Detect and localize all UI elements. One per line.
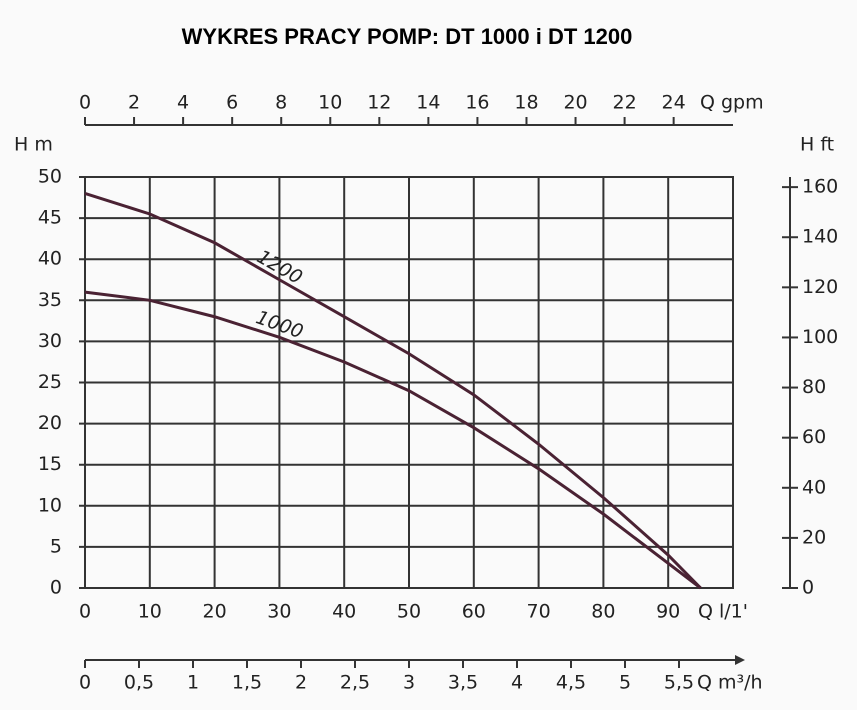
y2-tick-label: 60 — [802, 426, 826, 448]
x2-tick-label: 0 — [79, 92, 91, 114]
x2-tick-label: 18 — [514, 92, 538, 114]
x-tick-label: 50 — [397, 601, 421, 623]
x2-tick-label: 14 — [416, 92, 440, 114]
x2-tick-label: 10 — [318, 92, 342, 114]
curve — [84, 290, 702, 590]
y2-tick-label: 100 — [802, 326, 838, 348]
x3-tick-label: 0,5 — [124, 672, 154, 694]
x3-tick-label: 2,5 — [340, 672, 370, 694]
axis-arrow — [735, 655, 745, 665]
y2-tick-label: 20 — [802, 526, 826, 548]
x2-tick-label: 24 — [662, 92, 686, 114]
x-tick-label: 60 — [462, 601, 486, 623]
y2-tick-label: 160 — [802, 176, 838, 198]
x2-tick-label: 16 — [465, 92, 489, 114]
y-axis-label: H m — [14, 134, 53, 156]
x-tick-label: 20 — [203, 601, 227, 623]
y-tick-label: 5 — [50, 535, 62, 557]
x3-tick-label: 3,5 — [448, 672, 478, 694]
curve — [84, 192, 702, 590]
x3-tick-label: 4,5 — [556, 672, 586, 694]
x-tick-label: 30 — [267, 601, 291, 623]
x3-tick-label: 2 — [295, 672, 307, 694]
y-tick-label: 0 — [50, 577, 62, 599]
y2-tick-label: 140 — [802, 226, 838, 248]
y-tick-label: 30 — [38, 330, 62, 352]
y2-tick-label: 0 — [802, 577, 814, 599]
x3-tick-label: 1,5 — [232, 672, 262, 694]
x3-tick-label: 3 — [403, 672, 415, 694]
x-tick-label: 70 — [527, 601, 551, 623]
y-tick-label: 15 — [38, 453, 62, 475]
x2-tick-label: 4 — [177, 92, 189, 114]
x-tick-label: 40 — [332, 601, 356, 623]
y-tick-label: 35 — [38, 289, 62, 311]
y2-tick-label: 40 — [802, 476, 826, 498]
x2-tick-label: 2 — [128, 92, 140, 114]
x2-tick-label: 12 — [367, 92, 391, 114]
y-tick-label: 45 — [38, 207, 62, 229]
y-tick-label: 10 — [38, 494, 62, 516]
y2-axis-label: H ft — [800, 134, 834, 156]
x2-axis-label: Q gpm — [700, 92, 764, 114]
x3-tick-label: 4 — [511, 672, 523, 694]
x2-tick-label: 8 — [275, 92, 287, 114]
y-tick-label: 20 — [38, 412, 62, 434]
x3-tick-label: 5 — [619, 672, 631, 694]
y-tick-label: 50 — [38, 166, 62, 188]
x-tick-label: 90 — [656, 601, 680, 623]
x3-axis-label: Q m³/h — [697, 672, 763, 694]
y-tick-label: 40 — [38, 248, 62, 270]
chart-title: WYKRES PRACY POMP: DT 1000 i DT 1200 — [182, 24, 633, 49]
y-tick-label: 25 — [38, 371, 62, 393]
x2-tick-label: 22 — [612, 92, 636, 114]
x-tick-label: 10 — [138, 601, 162, 623]
x-tick-label: 0 — [79, 601, 91, 623]
y2-tick-label: 80 — [802, 376, 826, 398]
x3-tick-label: 0 — [79, 672, 91, 694]
x3-tick-label: 1 — [187, 672, 199, 694]
x3-tick-label: 5,5 — [664, 672, 694, 694]
y2-tick-label: 120 — [802, 276, 838, 298]
x-axis-label: Q l/1' — [698, 601, 748, 623]
x2-tick-label: 6 — [226, 92, 238, 114]
x2-tick-label: 20 — [563, 92, 587, 114]
x-tick-label: 80 — [591, 601, 615, 623]
